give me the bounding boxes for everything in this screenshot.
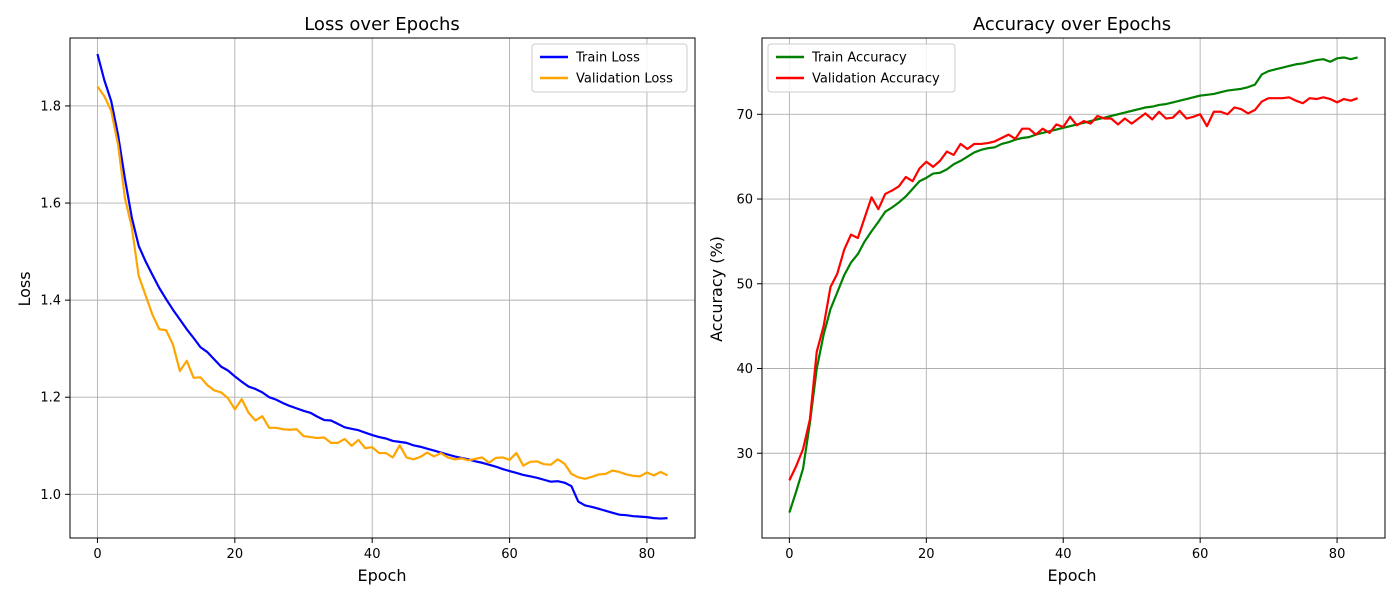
- loss-y-tick-label: 1.4: [40, 294, 61, 309]
- validation-loss-line: [96, 85, 669, 480]
- loss-y-tick-label: 1.6: [40, 197, 61, 212]
- train-accuracy-line: [788, 56, 1358, 513]
- loss-legend: Train Loss Validation Loss: [531, 43, 688, 93]
- accuracy-y-tick-label: 60: [736, 193, 753, 208]
- validation-accuracy-legend-label: Validation Accuracy: [812, 72, 940, 87]
- loss-axes-frame: [69, 37, 696, 539]
- accuracy-y-tick-label: 70: [736, 108, 753, 123]
- accuracy-chart-title: Accuracy over Epochs: [973, 14, 1171, 35]
- validation-accuracy-line: [788, 96, 1359, 481]
- train-accuracy-legend-label: Train Accuracy: [811, 51, 907, 66]
- loss-x-tick-label: 60: [501, 547, 518, 562]
- accuracy-legend-box: [767, 43, 956, 93]
- accuracy-x-tick-label: 20: [918, 547, 935, 562]
- accuracy-axes-frame: [761, 37, 1386, 539]
- validation-loss-legend-label: Validation Loss: [576, 72, 673, 87]
- loss-y-tick-label: 1.0: [40, 488, 61, 503]
- train-loss-line: [96, 53, 668, 520]
- loss-chart-panel: Loss over Epochs Epoch Loss 0 20 40 60 80 1.0…: [15, 14, 696, 585]
- loss-x-tick-label: 80: [639, 547, 656, 562]
- accuracy-y-tick-label: 40: [736, 362, 753, 377]
- loss-x-tick-label: 20: [227, 547, 244, 562]
- loss-y-tick-label: 1.8: [40, 99, 61, 114]
- accuracy-chart-panel: Accuracy over Epochs Epoch Accuracy (%) …: [707, 14, 1386, 585]
- accuracy-y-axis-label: Accuracy (%): [707, 236, 726, 342]
- accuracy-x-tick-label: 60: [1192, 547, 1209, 562]
- accuracy-x-tick-label: 80: [1329, 547, 1346, 562]
- loss-y-axis-label: Loss: [15, 271, 34, 306]
- loss-legend-box: [531, 43, 688, 93]
- accuracy-y-tick-label: 30: [736, 447, 753, 462]
- accuracy-legend: Train Accuracy Validation Accuracy: [767, 43, 956, 93]
- loss-chart-title: Loss over Epochs: [304, 14, 460, 35]
- accuracy-x-axis-label: Epoch: [1048, 566, 1097, 585]
- accuracy-x-tick-label: 0: [785, 547, 793, 562]
- accuracy-y-tick-label: 50: [736, 277, 753, 292]
- loss-x-tick-label: 0: [93, 547, 101, 562]
- loss-x-axis-label: Epoch: [358, 566, 407, 585]
- loss-x-tick-label: 40: [364, 547, 381, 562]
- accuracy-x-tick-label: 40: [1055, 547, 1072, 562]
- train-loss-legend-label: Train Loss: [575, 51, 640, 66]
- loss-y-tick-label: 1.2: [40, 391, 61, 406]
